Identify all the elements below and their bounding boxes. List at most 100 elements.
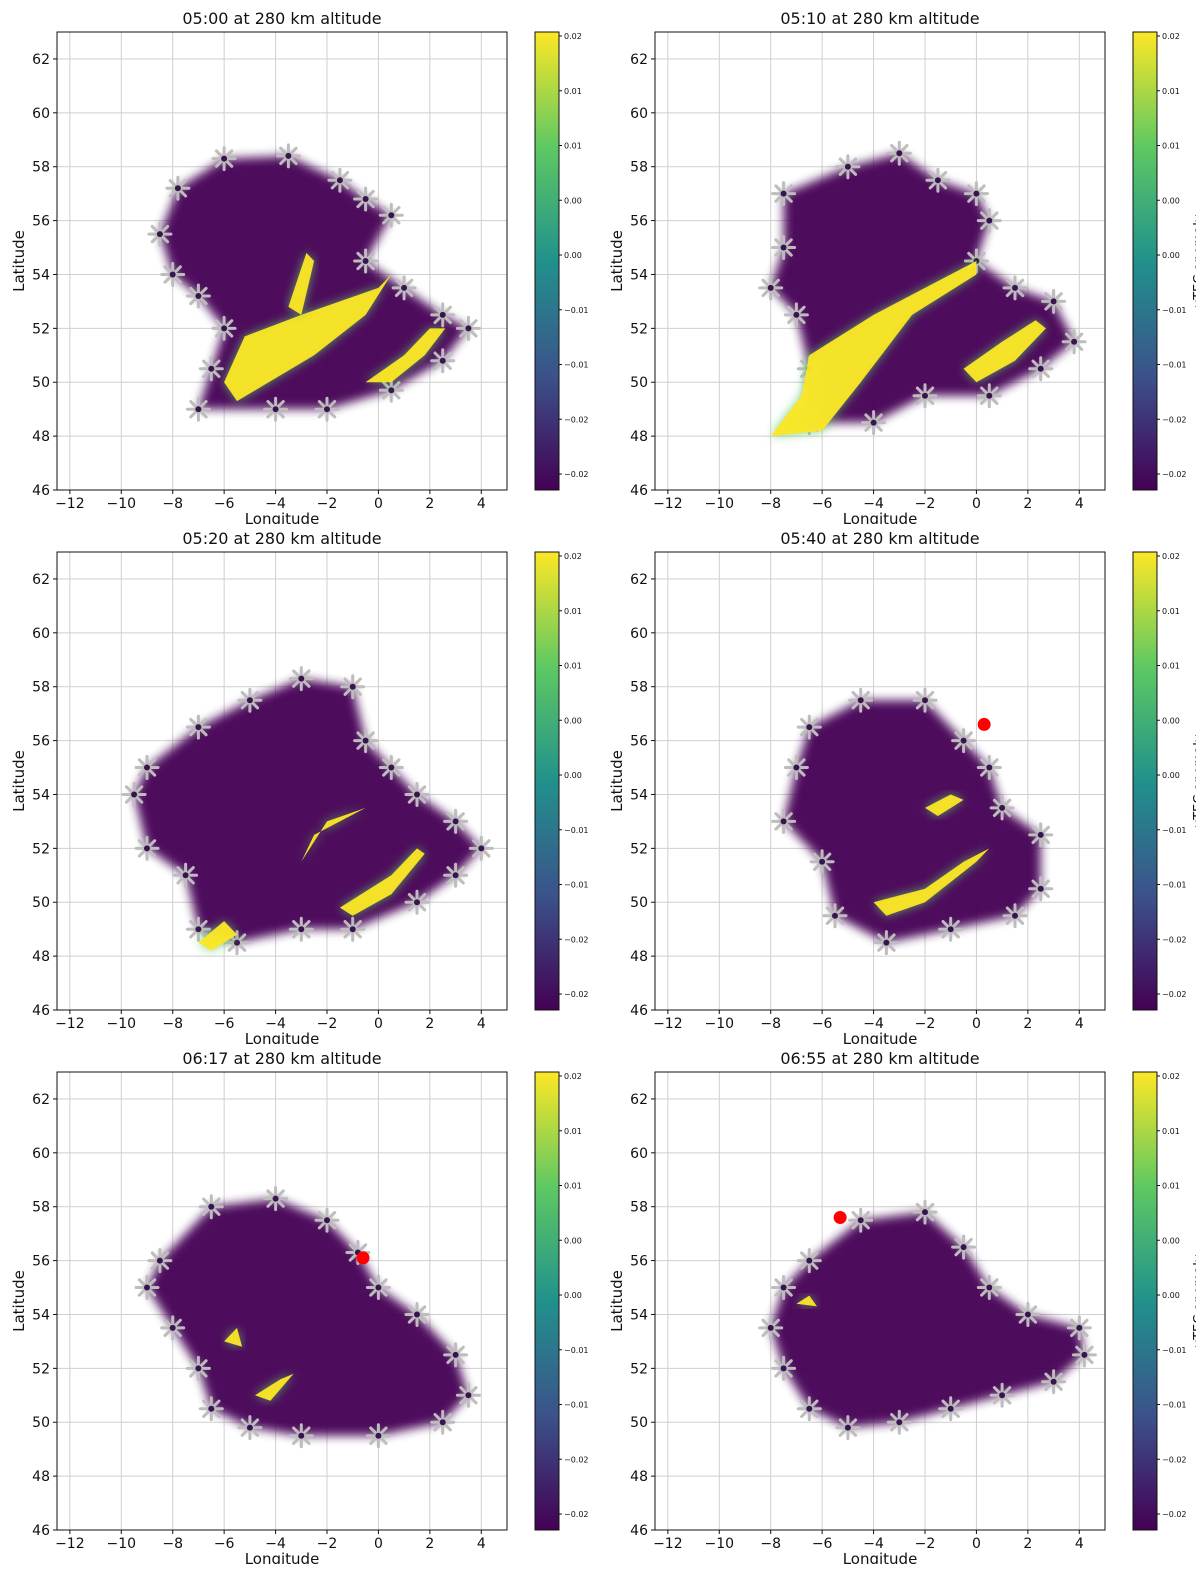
high-anomaly-band bbox=[796, 1295, 817, 1307]
station-marker bbox=[809, 849, 835, 875]
colorbar-tick-label: 0.01 bbox=[564, 1127, 582, 1136]
colorbar-tick-label: −0.02 bbox=[564, 415, 589, 424]
low-anomaly-region bbox=[147, 1198, 469, 1436]
x-axis-label: Longitude bbox=[843, 510, 918, 524]
station-marker bbox=[758, 275, 784, 301]
colorbar-tick-label: 0.02 bbox=[1162, 1072, 1180, 1081]
colorbar-tick-label: −0.02 bbox=[1162, 935, 1187, 944]
station-marker bbox=[976, 383, 1002, 409]
y-tick-label: 56 bbox=[32, 1254, 50, 1270]
station-marker bbox=[758, 1315, 784, 1341]
colorbar-tick-label: 0.00 bbox=[1162, 251, 1180, 260]
x-tick-label: −10 bbox=[705, 1016, 735, 1032]
station-marker bbox=[430, 348, 456, 374]
station-marker bbox=[886, 1409, 912, 1435]
station-marker bbox=[1028, 822, 1054, 848]
station-marker bbox=[147, 221, 173, 247]
station-marker bbox=[835, 154, 861, 180]
heatmap-content bbox=[147, 143, 481, 422]
station-marker bbox=[275, 143, 301, 169]
x-tick-label: −2 bbox=[915, 1016, 936, 1032]
station-marker bbox=[938, 1396, 964, 1422]
station-marker bbox=[365, 1423, 391, 1449]
x-tick-label: −4 bbox=[265, 496, 286, 512]
colorbar-tick-label: 0.00 bbox=[564, 716, 582, 725]
station-marker bbox=[822, 903, 848, 929]
station-marker bbox=[198, 356, 224, 382]
colorbar-tick-label: 0.00 bbox=[1162, 1236, 1180, 1245]
x-tick-label: −12 bbox=[55, 1536, 85, 1552]
station-marker bbox=[783, 755, 809, 780]
y-tick-label: 50 bbox=[630, 375, 648, 391]
station-marker bbox=[951, 728, 977, 754]
y-tick-label: 48 bbox=[32, 949, 50, 965]
y-tick-label: 54 bbox=[630, 787, 648, 803]
heatmap-content bbox=[121, 666, 494, 956]
y-tick-label: 52 bbox=[630, 321, 648, 337]
station-marker bbox=[1015, 1302, 1041, 1327]
station-marker bbox=[391, 275, 417, 301]
y-tick-label: 60 bbox=[630, 1146, 648, 1162]
x-tick-label: −12 bbox=[653, 496, 683, 512]
x-tick-label: −10 bbox=[705, 1536, 735, 1552]
y-tick-label: 50 bbox=[32, 375, 50, 391]
station-marker bbox=[443, 1342, 469, 1368]
x-tick-label: 0 bbox=[972, 1016, 981, 1032]
colorbar-tick-label: 0.00 bbox=[1162, 716, 1180, 725]
x-tick-label: −12 bbox=[653, 1536, 683, 1552]
colorbar bbox=[534, 551, 560, 1011]
x-tick-label: −2 bbox=[317, 1016, 338, 1032]
station-marker bbox=[160, 262, 186, 287]
colorbar-tick-label: 0.00 bbox=[1162, 196, 1180, 205]
station-marker bbox=[873, 930, 899, 956]
x-tick-label: −8 bbox=[162, 1536, 183, 1552]
y-axis-label: Latitude bbox=[10, 230, 28, 292]
station-marker bbox=[886, 140, 912, 166]
x-tick-label: −4 bbox=[265, 1536, 286, 1552]
colorbar-tick-label: −0.02 bbox=[564, 1455, 589, 1464]
station-marker bbox=[340, 674, 366, 700]
y-tick-label: 52 bbox=[32, 841, 50, 857]
station-marker bbox=[211, 146, 237, 172]
high-anomaly-band bbox=[339, 848, 425, 916]
low-anomaly-region bbox=[770, 1212, 1085, 1428]
x-axis-label: Longitude bbox=[245, 1550, 320, 1564]
y-tick-label: 54 bbox=[32, 787, 50, 803]
x-tick-label: −8 bbox=[162, 496, 183, 512]
y-tick-label: 62 bbox=[32, 1092, 50, 1108]
station-marker bbox=[1041, 288, 1067, 314]
station-marker bbox=[160, 1315, 186, 1341]
y-tick-label: 48 bbox=[32, 429, 50, 445]
x-tick-label: −10 bbox=[107, 1536, 137, 1552]
y-tick-label: 54 bbox=[32, 1307, 50, 1323]
y-tick-label: 62 bbox=[630, 1092, 648, 1108]
station-marker bbox=[796, 1248, 822, 1274]
colorbar-tick-label: 0.02 bbox=[564, 552, 582, 561]
station-marker bbox=[185, 916, 211, 942]
low-anomaly-region bbox=[159, 155, 469, 410]
colorbar-tick-label: −0.02 bbox=[564, 1510, 589, 1519]
y-tick-label: 52 bbox=[32, 1361, 50, 1377]
y-tick-label: 62 bbox=[630, 52, 648, 68]
colorbar-tick-label: 0.02 bbox=[564, 1072, 582, 1081]
x-tick-label: 4 bbox=[1075, 496, 1084, 512]
colorbar bbox=[1132, 31, 1158, 491]
x-tick-label: −8 bbox=[760, 496, 781, 512]
y-axis-label: Latitude bbox=[10, 750, 28, 812]
station-marker bbox=[165, 175, 191, 201]
colorbar-tick-label: 0.00 bbox=[564, 196, 582, 205]
chart-panel: −12 −10 −8 −6 −4 −2 0 2 4 46 48 50 52 54 56 58 60 62 06:17… bbox=[0, 1044, 598, 1564]
station-marker bbox=[912, 1199, 938, 1225]
x-axis-label: Longitude bbox=[843, 1550, 918, 1564]
station-marker bbox=[211, 315, 237, 341]
station-marker bbox=[121, 782, 147, 807]
station-marker bbox=[951, 1234, 977, 1260]
colorbar-tick-label: 0.02 bbox=[1162, 32, 1180, 41]
chart-panel: −12 −10 −8 −6 −4 −2 0 2 4 46 48 50 52 54 56 58 60 62 05:00… bbox=[0, 4, 598, 524]
colorbar bbox=[534, 1071, 560, 1531]
station-marker bbox=[771, 1275, 797, 1300]
y-tick-label: 50 bbox=[630, 1415, 648, 1431]
y-tick-label: 52 bbox=[630, 1361, 648, 1377]
station-marker bbox=[783, 302, 809, 328]
x-tick-label: 2 bbox=[1023, 496, 1032, 512]
